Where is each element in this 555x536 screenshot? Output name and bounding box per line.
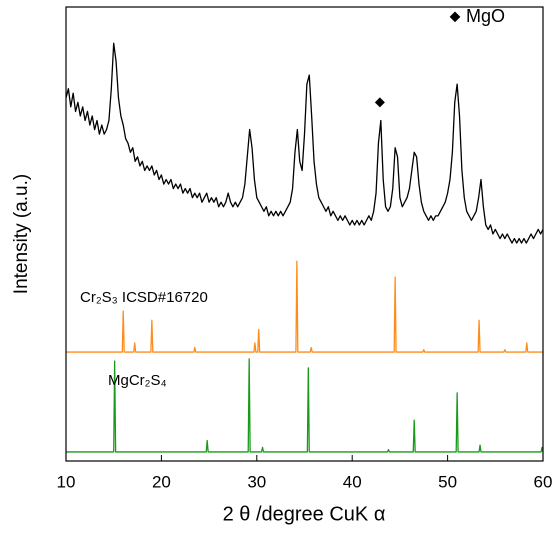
- x-tick-label: 40: [343, 472, 362, 491]
- x-tick-label: 60: [534, 472, 553, 491]
- x-tick-label: 50: [438, 472, 457, 491]
- series-label: MgCr₂S₄: [108, 372, 167, 389]
- x-tick-label: 20: [152, 472, 171, 491]
- peak-marker: [374, 97, 385, 108]
- plot-frame: [65, 6, 544, 462]
- series-line: [66, 358, 544, 453]
- legend-symbol: ◆: [450, 8, 461, 24]
- x-tick-label: 10: [57, 472, 76, 491]
- series-line: [65, 42, 544, 244]
- legend-label: MgO: [466, 6, 505, 26]
- x-axis-label: 2 θ /degree CuK α: [223, 503, 386, 525]
- series-label: Cr₂S₃ ICSD#16720: [80, 289, 208, 306]
- series-line: [66, 260, 543, 353]
- x-tick-label: 30: [247, 472, 266, 491]
- y-axis-label: Intensity (a.u.): [11, 174, 32, 294]
